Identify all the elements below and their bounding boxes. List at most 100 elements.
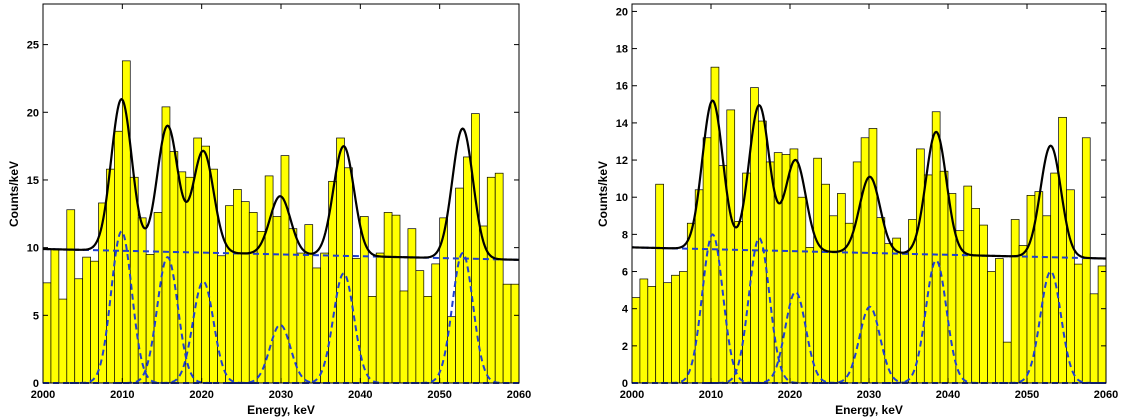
bar-left-39 <box>352 258 361 384</box>
bar-left-7 <box>98 202 107 384</box>
x-axis-label-left: Energy, keV <box>247 403 315 417</box>
y-axis-left: 0 5 10 15 20 25 <box>27 40 519 390</box>
bar-right-58 <box>1089 293 1099 384</box>
bar-right-6 <box>679 271 688 384</box>
bar-right-34 <box>900 252 909 384</box>
bar-left-42 <box>375 252 385 384</box>
x-tick-label-right-2020: 2020 <box>778 389 802 401</box>
bar-left-9 <box>114 130 123 384</box>
component-peak-right-0 <box>661 233 764 384</box>
bar-right-46 <box>995 258 1004 384</box>
x-tick-label-right-2040: 2040 <box>936 389 960 401</box>
bar-right-8 <box>694 189 704 384</box>
y-tick-label-left-20: 20 <box>27 107 39 119</box>
x-tick-label-right-2060: 2060 <box>1094 389 1118 401</box>
x-axis-left: 2000 2010 2020 2030 2040 2050 2060 <box>31 4 531 401</box>
bar-left-49 <box>431 263 441 384</box>
bar-right-48 <box>1010 219 1020 384</box>
bar-left-33 <box>304 224 314 384</box>
y-tick-label-right-20: 20 <box>616 6 628 18</box>
bar-left-3 <box>66 209 76 384</box>
bar-left-45 <box>399 290 409 384</box>
x-tick-label-left-2020: 2020 <box>189 389 213 401</box>
x-axis-label-right: Energy, keV <box>835 403 903 417</box>
bar-right-5 <box>671 274 680 384</box>
bar-right-28 <box>852 161 862 384</box>
y-tick-label-right-14: 14 <box>616 118 629 130</box>
bar-right-12 <box>726 109 736 384</box>
bar-left-51 <box>447 316 456 384</box>
bar-left-37 <box>336 137 345 384</box>
bar-right-24 <box>821 183 830 384</box>
bar-right-3 <box>655 183 664 384</box>
bar-left-17 <box>177 171 187 384</box>
bar-right-4 <box>663 282 672 384</box>
bar-right-13 <box>734 221 743 384</box>
bar-left-1 <box>50 248 60 384</box>
chart-right: 2000 2010 2020 2030 2040 2050 2060 0 2 4 6 8 10 12 14… <box>596 3 1118 417</box>
y-tick-label-right-2: 2 <box>622 341 628 353</box>
fit-curve-right <box>631 99 1107 260</box>
bar-left-52 <box>455 187 464 384</box>
bar-left-56 <box>486 176 496 384</box>
y-axis-label-right: Counts/keV <box>596 161 610 227</box>
bar-right-47 <box>1002 341 1012 384</box>
bar-left-46 <box>407 228 417 384</box>
bar-right-20 <box>789 148 799 384</box>
x-tick-label-right-2010: 2010 <box>699 389 723 401</box>
bar-right-2 <box>647 286 657 384</box>
x-tick-label-left-2060: 2060 <box>507 389 531 401</box>
bar-left-47 <box>415 270 425 384</box>
bar-left-28 <box>264 175 274 384</box>
x-tick-label-left-2040: 2040 <box>348 389 372 401</box>
x-tick-label-right-2000: 2000 <box>620 389 644 401</box>
y-tick-label-left-25: 25 <box>27 40 39 52</box>
bar-left-59 <box>510 283 520 384</box>
bar-right-59 <box>1097 265 1107 384</box>
x-tick-label-left-2000: 2000 <box>31 389 55 401</box>
bar-left-43 <box>383 212 393 384</box>
bar-right-21 <box>797 196 807 384</box>
bar-left-24 <box>233 189 242 384</box>
bar-right-31 <box>876 217 886 384</box>
bar-right-36 <box>916 148 925 384</box>
bar-left-2 <box>58 298 68 384</box>
y-tick-label-left-0: 0 <box>33 378 39 390</box>
background-line-right <box>631 246 1107 260</box>
bar-left-25 <box>240 201 250 384</box>
y-tick-label-right-10: 10 <box>616 192 628 204</box>
y-tick-label-right-12: 12 <box>616 155 628 167</box>
bar-left-44 <box>391 214 401 384</box>
bars-right <box>631 66 1107 384</box>
bar-right-16 <box>758 120 767 384</box>
y-axis-right: 0 2 4 6 8 10 12 14 16 18 20 <box>616 6 1106 390</box>
bar-right-0 <box>631 297 641 384</box>
bar-right-45 <box>987 271 996 384</box>
bar-left-38 <box>344 167 353 384</box>
bar-right-26 <box>837 193 846 384</box>
bar-right-37 <box>923 174 933 384</box>
bar-left-6 <box>90 260 99 384</box>
bar-left-14 <box>153 212 163 384</box>
bar-right-57 <box>1081 137 1091 384</box>
bar-right-33 <box>892 237 901 384</box>
bar-left-29 <box>272 216 282 384</box>
bar-left-30 <box>280 155 290 384</box>
y-tick-label-right-4: 4 <box>622 304 629 316</box>
bar-right-49 <box>1018 245 1028 384</box>
bar-left-5 <box>82 256 91 384</box>
bar-right-52 <box>1042 215 1052 384</box>
bar-right-29 <box>860 137 870 384</box>
x-tick-label-right-2030: 2030 <box>857 389 881 401</box>
bar-left-23 <box>225 205 234 384</box>
bar-left-4 <box>74 278 84 384</box>
y-tick-label-right-0: 0 <box>622 378 628 390</box>
bar-left-26 <box>248 212 258 384</box>
bar-left-11 <box>129 176 139 384</box>
bar-right-43 <box>971 208 980 384</box>
x-tick-label-left-2050: 2050 <box>427 389 451 401</box>
bar-right-9 <box>702 137 712 384</box>
bar-right-39 <box>939 170 949 384</box>
x-tick-label-right-2050: 2050 <box>1015 389 1039 401</box>
